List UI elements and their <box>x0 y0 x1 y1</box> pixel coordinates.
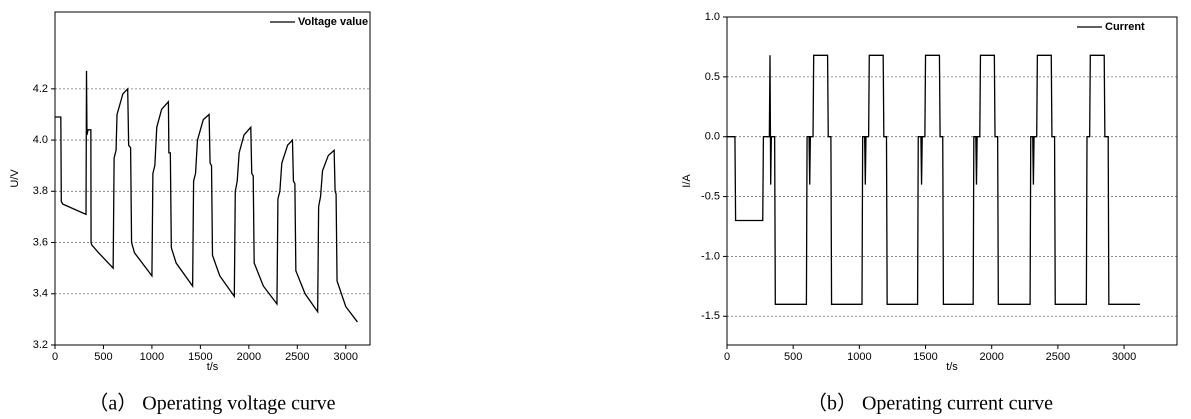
y-tick-label: -1.0 <box>701 250 720 262</box>
y-axis-label: I/A <box>681 174 693 188</box>
y-tick-label: 3.2 <box>33 339 48 351</box>
y-tick-label: 3.8 <box>33 185 48 197</box>
x-tick-label: 1500 <box>913 351 937 363</box>
x-axis-label: t/s <box>946 361 958 373</box>
y-tick-label: 3.6 <box>33 236 48 248</box>
plot-frame <box>54 11 371 346</box>
plot-frame <box>726 16 1178 346</box>
x-tick-label: 2500 <box>1046 351 1070 363</box>
y-tick-label: 1.0 <box>705 11 720 23</box>
y-tick-label: 0.0 <box>705 131 720 143</box>
chart-caption: （a） Operating voltage curve <box>88 392 335 415</box>
y-tick-label: 4.0 <box>33 134 48 146</box>
x-tick-label: 2000 <box>979 351 1003 363</box>
line-series <box>55 70 358 323</box>
y-tick-label: 3.4 <box>33 288 48 300</box>
line-series <box>727 54 1140 305</box>
x-tick-label: 3000 <box>334 351 358 363</box>
y-tick-label: 4.2 <box>33 83 48 95</box>
y-tick-label: -1.5 <box>701 310 720 322</box>
x-tick-label: 1000 <box>140 351 164 363</box>
x-tick-label: 1000 <box>847 351 871 363</box>
x-tick-label: 0 <box>52 351 58 363</box>
x-tick-label: 500 <box>784 351 802 363</box>
chart-caption: （b） Operating current curve <box>807 392 1053 415</box>
legend-label: Voltage value <box>298 16 368 28</box>
x-tick-label: 3000 <box>1112 351 1136 363</box>
y-tick-label: -0.5 <box>701 190 720 202</box>
x-axis-label: t/s <box>207 361 219 373</box>
x-tick-label: 2500 <box>285 351 309 363</box>
legend-label: Current <box>1105 21 1145 33</box>
x-tick-label: 0 <box>724 351 730 363</box>
x-tick-label: 2000 <box>237 351 261 363</box>
x-tick-label: 500 <box>94 351 112 363</box>
x-tick-label: 1500 <box>188 351 212 363</box>
y-axis-label: U/V <box>9 169 21 188</box>
y-tick-label: 0.5 <box>705 71 720 83</box>
